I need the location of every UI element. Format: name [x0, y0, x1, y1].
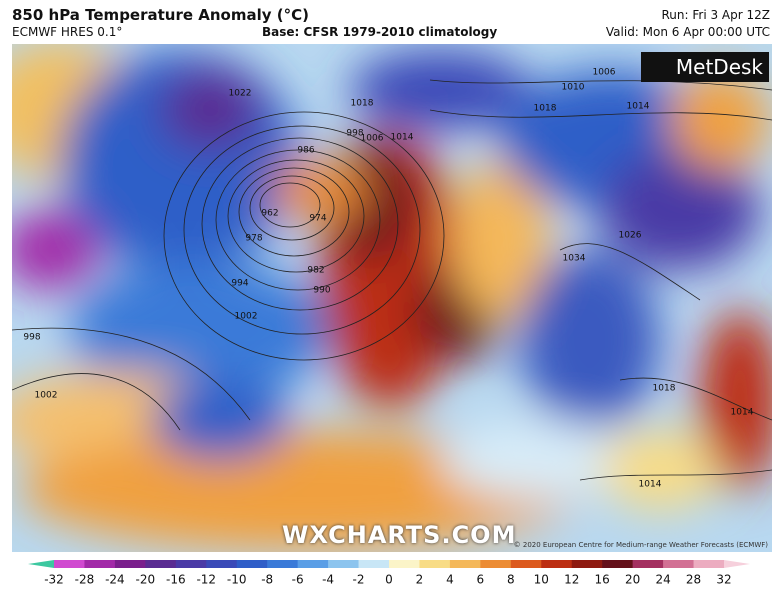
colorbar-swatch [480, 560, 512, 568]
colorbar-swatch [236, 560, 268, 568]
isobar-label: 1010 [562, 83, 585, 93]
colorbar-label: 28 [686, 573, 701, 587]
isobar-label: 1002 [35, 391, 58, 401]
isobar-label: 986 [297, 146, 314, 156]
isobar-label: 974 [309, 214, 326, 224]
colorbar-label: 12 [564, 573, 579, 587]
colorbar-label: -12 [196, 573, 216, 587]
isobar-label: 1014 [731, 408, 754, 418]
isobar-label: 990 [313, 286, 330, 296]
model: ECMWF HRES 0.1° [12, 25, 123, 39]
isobar-label: 1022 [229, 89, 252, 99]
colorbar-label: -16 [166, 573, 186, 587]
isobar-label: 998 [23, 333, 40, 343]
colorbar-label: -2 [353, 573, 365, 587]
isobar-label: 1018 [534, 104, 557, 114]
colorbar-label: -24 [105, 573, 125, 587]
isobar-label: 1014 [639, 480, 662, 490]
colorbar-label: -8 [261, 573, 273, 587]
colorbar-swatch [54, 560, 85, 568]
colorbar-swatch [449, 560, 481, 568]
isobar-label: 1006 [593, 68, 616, 78]
colorbar-label: -20 [136, 573, 156, 587]
colorbar-swatch [114, 560, 146, 568]
isobar-label: 1014 [391, 133, 414, 143]
valid: Valid: Mon 6 Apr 00:00 UTC [605, 25, 770, 39]
colorbar-label: -10 [227, 573, 247, 587]
colorbar-swatch [358, 560, 390, 568]
isobar-label: 998 [346, 129, 363, 139]
colorbar-swatch [693, 560, 725, 568]
colorbar-label: 0 [385, 573, 393, 587]
isobar-label: 1034 [563, 254, 586, 264]
title: 850 hPa Temperature Anomaly (°C) [12, 6, 309, 24]
run: Run: Fri 3 Apr 12Z [661, 8, 771, 22]
colorbar-label: -4 [322, 573, 334, 587]
watermark: WXCHARTS.COM [282, 521, 517, 549]
colorbar-swatch [145, 560, 177, 568]
colorbar-swatch [84, 560, 116, 568]
colorbar-swatch [389, 560, 420, 568]
isobars [12, 79, 772, 481]
colorbar-label: -32 [44, 573, 64, 587]
colorbar-swatch [175, 560, 207, 568]
colorbar-swatch [510, 560, 542, 568]
isobar-label: 1018 [653, 384, 676, 394]
colorbar-swatch [328, 560, 360, 568]
colorbar-swatch [419, 560, 451, 568]
colorbar-end [28, 560, 54, 568]
isobar-label: 1018 [351, 99, 374, 109]
credit: © 2020 European Centre for Medium-range … [513, 541, 768, 549]
colorbar-label: -28 [75, 573, 95, 587]
colorbar-swatch [632, 560, 664, 568]
colorbar-swatch [267, 560, 299, 568]
colorbar-swatch [602, 560, 634, 568]
colorbar-label: -6 [292, 573, 304, 587]
isobar-label: 1002 [235, 312, 258, 322]
colorbar-label: 24 [655, 573, 670, 587]
colorbar-label: 10 [534, 573, 549, 587]
colorbar-end [724, 560, 750, 568]
colorbar-swatch [571, 560, 603, 568]
isobar-label: 1026 [619, 231, 642, 241]
colorbar-label: 20 [625, 573, 640, 587]
isobar-label: 978 [245, 234, 262, 244]
colorbar: -32 -28 -24 -20 -16 -12 -10 -8 -6 -4 -2 0 2 4 6 8 10 12 16… [28, 560, 750, 587]
isobar-label: 982 [307, 266, 324, 276]
isobar-label: 1006 [361, 134, 384, 144]
colorbar-label: 2 [416, 573, 424, 587]
colorbar-label: 6 [477, 573, 485, 587]
colorbar-swatch [663, 560, 695, 568]
colorbar-swatch [297, 560, 329, 568]
colorbar-label: 8 [507, 573, 515, 587]
colorbar-label: 16 [595, 573, 610, 587]
colorbar-label: 4 [446, 573, 454, 587]
isobar-label: 962 [261, 209, 278, 219]
colorbar-swatch [541, 560, 573, 568]
base: Base: CFSR 1979-2010 climatology [262, 25, 498, 39]
isobar-label: 1014 [627, 102, 650, 112]
anomaly-field [12, 44, 772, 552]
colorbar-label: 32 [716, 573, 731, 587]
logo: MetDesk [641, 52, 769, 82]
isobar-label: 994 [231, 279, 248, 289]
colorbar-swatch [206, 560, 238, 568]
